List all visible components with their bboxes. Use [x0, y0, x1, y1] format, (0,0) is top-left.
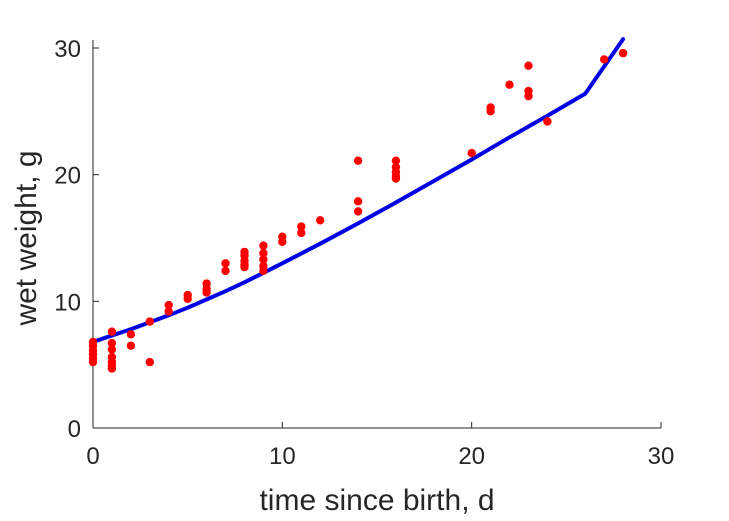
- data-point: [316, 216, 325, 225]
- data-point: [107, 364, 117, 373]
- data-point: [221, 266, 230, 276]
- data-point: [145, 357, 154, 367]
- data-point: [297, 228, 306, 238]
- data-points: [88, 48, 628, 373]
- fit-line: [91, 37, 626, 344]
- data-point: [183, 294, 192, 303]
- data-point: [600, 55, 609, 64]
- data-point: [164, 307, 173, 316]
- x-tick-label: 10: [269, 443, 296, 470]
- data-point: [297, 222, 306, 231]
- data-point: [145, 317, 154, 326]
- data-point: [107, 338, 117, 348]
- data-point: [126, 341, 136, 350]
- data-point: [202, 288, 211, 297]
- data-point: [467, 148, 476, 158]
- data-point: [259, 266, 268, 276]
- data-point: [107, 345, 117, 354]
- data-point: [240, 262, 249, 272]
- data-point: [353, 197, 363, 206]
- y-tick-label: 0: [68, 416, 81, 443]
- data-point: [524, 91, 533, 101]
- data-point: [259, 249, 268, 258]
- data-point: [618, 48, 628, 58]
- data-point: [88, 337, 98, 347]
- data-point: [353, 207, 363, 216]
- data-point: [486, 107, 495, 116]
- x-tick-label: 20: [458, 443, 485, 470]
- y-tick-label: 10: [54, 289, 81, 316]
- data-point: [259, 255, 268, 264]
- data-point: [391, 174, 401, 183]
- data-point: [221, 259, 230, 268]
- x-tick-label: 0: [86, 443, 99, 470]
- data-point: [505, 80, 514, 89]
- data-point: [164, 300, 173, 310]
- data-point: [107, 327, 117, 336]
- y-axis-label: wet weight, g: [10, 150, 43, 326]
- x-tick-label: 30: [648, 443, 675, 470]
- data-point: [524, 61, 533, 70]
- fit-line-group: [91, 37, 626, 344]
- data-point: [391, 156, 401, 165]
- data-point: [353, 156, 363, 165]
- x-axis-label: time since birth, d: [259, 484, 494, 517]
- tick-group: 0 10 20 30 0 10 20 30: [54, 36, 674, 470]
- y-tick-label: 20: [54, 163, 81, 190]
- y-tick-label: 30: [54, 36, 81, 63]
- data-point: [126, 330, 136, 339]
- data-point: [278, 237, 287, 246]
- data-point: [259, 241, 268, 250]
- data-point: [543, 117, 552, 126]
